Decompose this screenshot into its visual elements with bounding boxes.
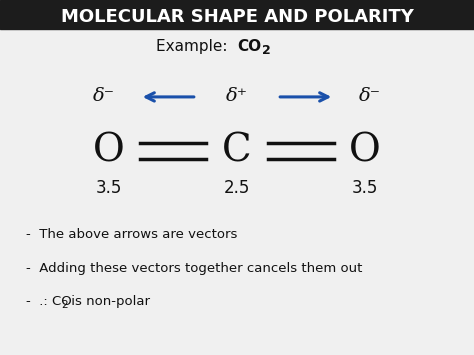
Text: 2: 2 xyxy=(262,44,270,57)
Text: δ⁻: δ⁻ xyxy=(93,87,115,105)
Text: Example:: Example: xyxy=(156,39,237,54)
Text: O: O xyxy=(93,132,125,169)
Text: 3.5: 3.5 xyxy=(352,179,378,197)
Text: C: C xyxy=(222,132,252,169)
Text: O: O xyxy=(349,132,381,169)
Text: 2.5: 2.5 xyxy=(224,179,250,197)
Text: -  Adding these vectors together cancels them out: - Adding these vectors together cancels … xyxy=(26,262,363,274)
Text: δ⁺: δ⁺ xyxy=(226,87,248,105)
Text: δ⁻: δ⁻ xyxy=(359,87,381,105)
Text: -  The above arrows are vectors: - The above arrows are vectors xyxy=(26,228,237,241)
Text: CO: CO xyxy=(237,39,261,54)
Text: -  .: CO: - .: CO xyxy=(26,295,72,308)
Text: is non-polar: is non-polar xyxy=(67,295,150,308)
FancyBboxPatch shape xyxy=(0,0,474,29)
Text: 2: 2 xyxy=(61,300,68,310)
Text: MOLECULAR SHAPE AND POLARITY: MOLECULAR SHAPE AND POLARITY xyxy=(61,8,413,26)
Text: 3.5: 3.5 xyxy=(96,179,122,197)
